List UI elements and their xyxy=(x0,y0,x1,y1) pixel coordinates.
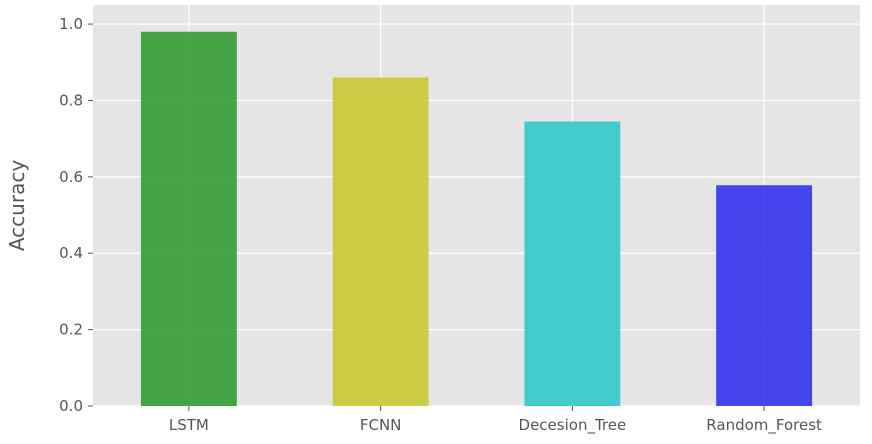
y-axis-label: Accuracy xyxy=(5,160,29,251)
y-axis-ticks: 0.0 0.2 0.4 0.6 0.8 1.0 xyxy=(59,15,93,415)
x-tick-label: Random_Forest xyxy=(706,416,822,435)
y-tick-label: 0.4 xyxy=(59,244,83,262)
x-tick-label: FCNN xyxy=(360,416,402,434)
x-tick-label: LSTM xyxy=(169,416,209,434)
y-tick-label: 0.2 xyxy=(59,321,83,339)
y-tick-label: 0.8 xyxy=(59,91,83,109)
bar-decesion-tree xyxy=(524,121,621,406)
x-axis-ticks: LSTM FCNN Decesion_Tree Random_Forest xyxy=(169,406,822,435)
y-tick-label: 1.0 xyxy=(59,15,83,33)
bar-random-forest xyxy=(716,185,813,406)
x-tick-label: Decesion_Tree xyxy=(519,416,627,435)
y-tick-label: 0.0 xyxy=(59,397,83,415)
bar-fcnn xyxy=(332,77,429,407)
bar-lstm xyxy=(140,31,237,406)
bars xyxy=(140,31,813,407)
y-tick-label: 0.6 xyxy=(59,168,83,186)
